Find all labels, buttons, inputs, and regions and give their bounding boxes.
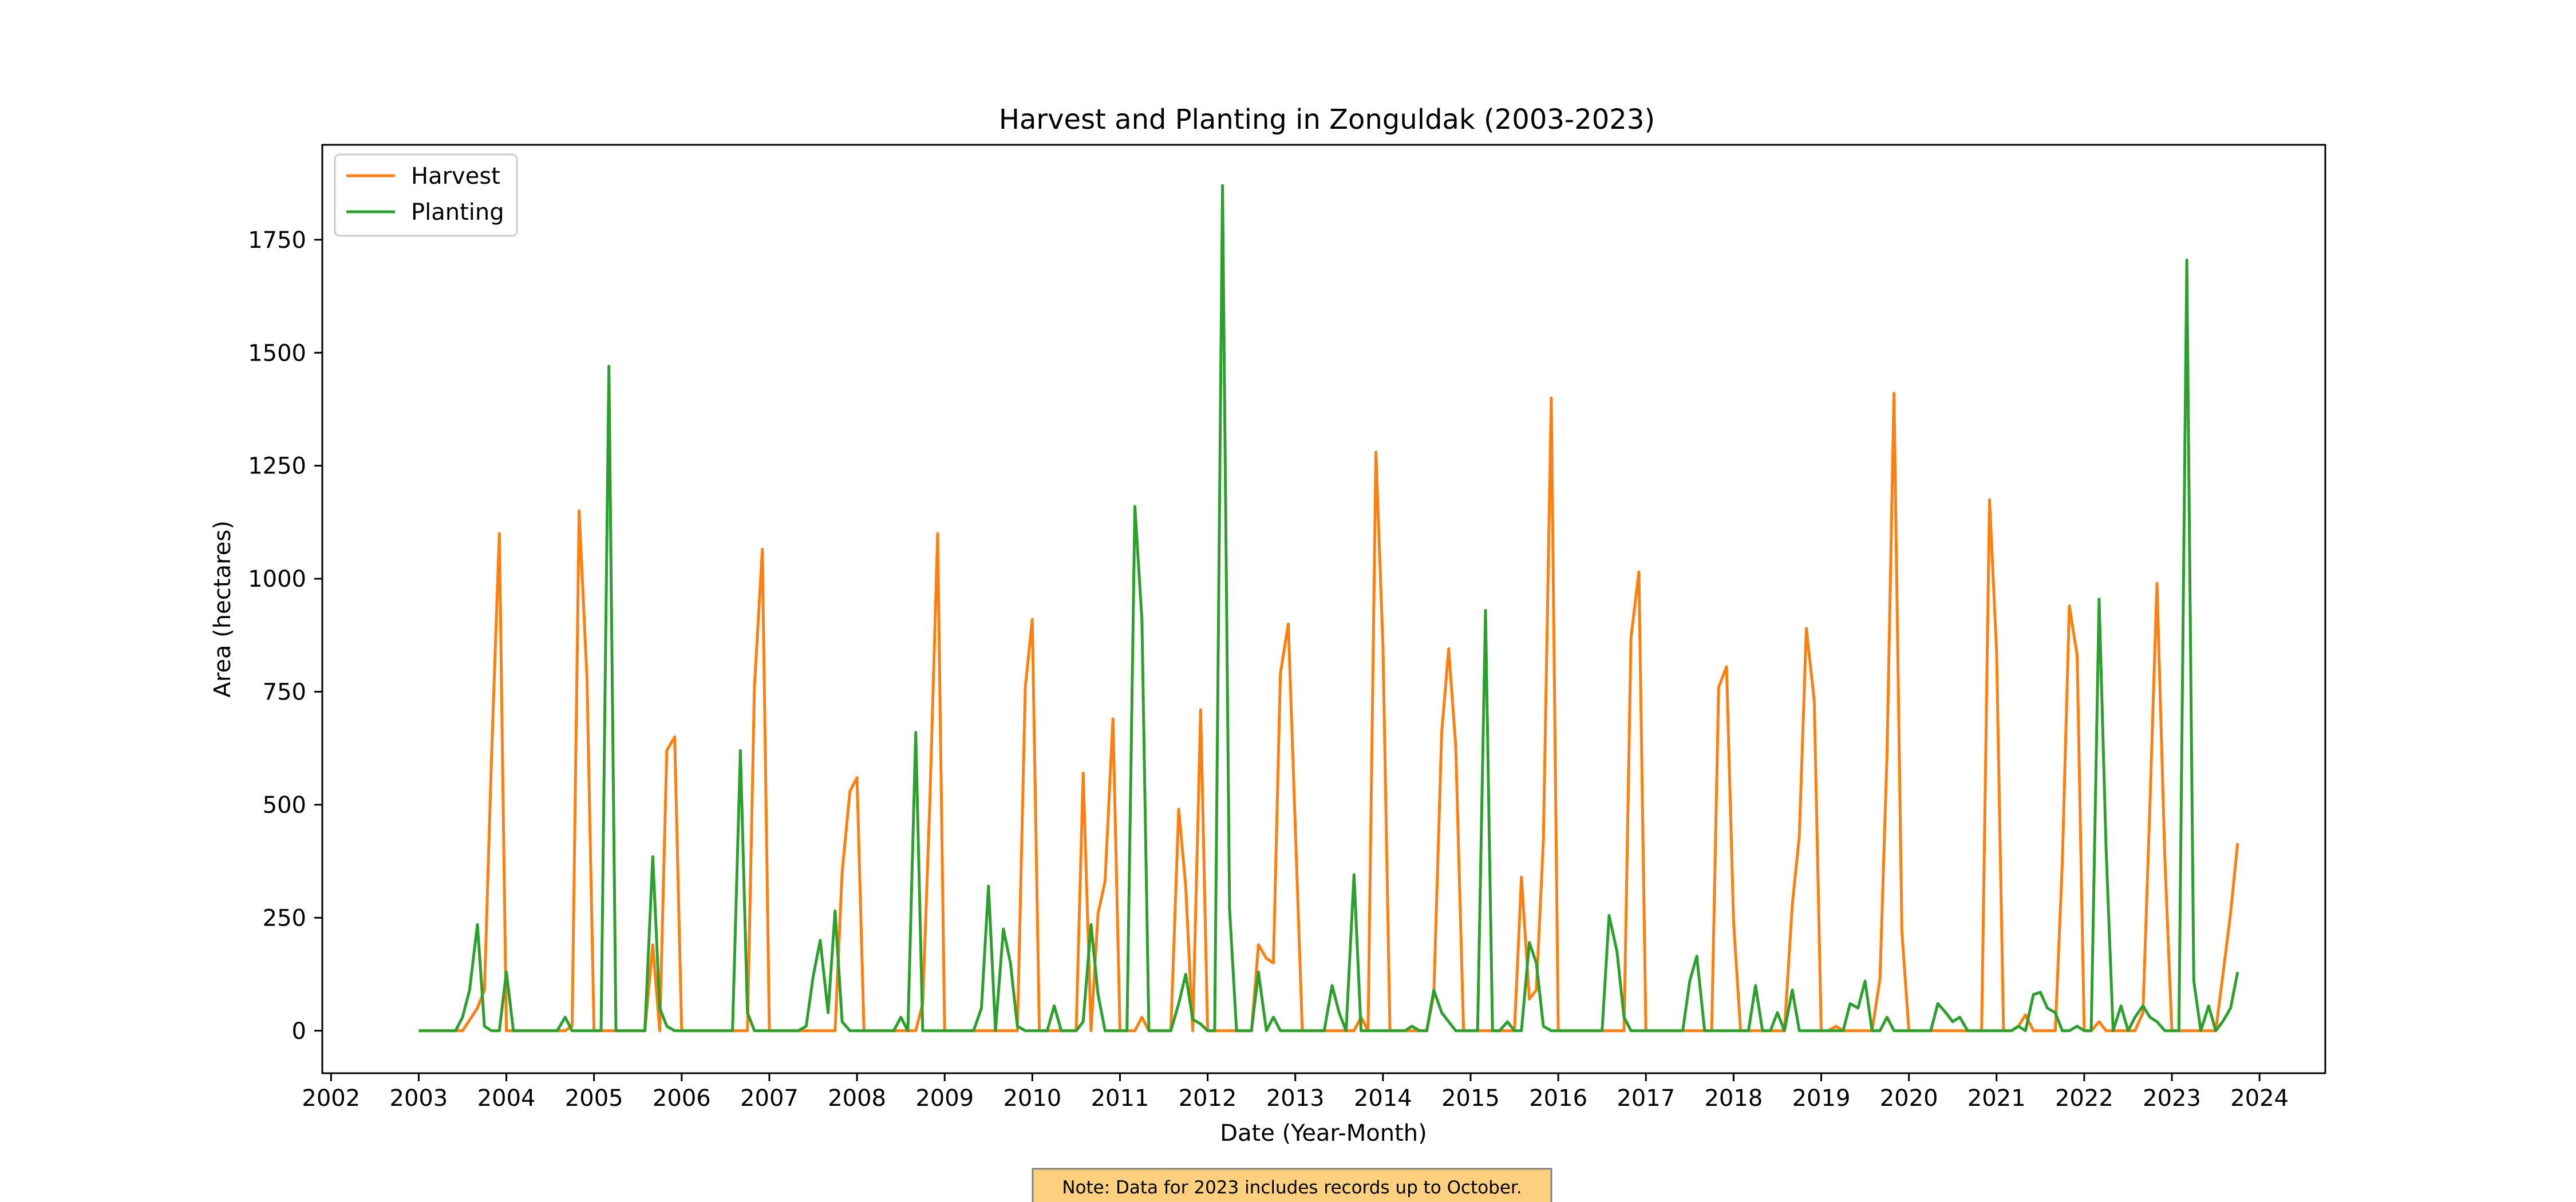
- x-axis-label: Date (Year-Month): [1220, 1120, 1427, 1146]
- x-tick-label: 2017: [1617, 1085, 1675, 1112]
- x-tick-label: 2005: [565, 1085, 623, 1112]
- x-tick-label: 2020: [1880, 1085, 1938, 1112]
- x-tick-label: 2006: [653, 1085, 711, 1112]
- plot-area: [321, 144, 2326, 1074]
- chart-title: Harvest and Planting in Zonguldak (2003-…: [999, 104, 1655, 136]
- x-tick-label: 2019: [1792, 1085, 1851, 1112]
- x-tick-label: 2003: [390, 1085, 448, 1112]
- note-background: [1032, 1168, 1552, 1202]
- note-text: Note: Data for 2023 includes records up …: [1062, 1177, 1522, 1198]
- legend-label-planting: Planting: [411, 199, 504, 226]
- y-tick-label: 0: [292, 1018, 306, 1045]
- y-tick-label: 1000: [248, 566, 306, 592]
- x-tick-label: 2023: [2143, 1085, 2201, 1112]
- series-line-planting: [418, 184, 2239, 1033]
- y-axis-label: Area (hectares): [210, 520, 236, 697]
- x-tick-label: 2014: [1354, 1085, 1412, 1112]
- x-tick-label: 2011: [1091, 1085, 1149, 1112]
- x-tick-label: 2013: [1266, 1085, 1325, 1112]
- x-tick-label: 2012: [1179, 1085, 1237, 1112]
- series-lines: [418, 184, 2239, 1033]
- x-tick-label: 2022: [2055, 1085, 2113, 1112]
- y-tick-label: 1500: [248, 340, 306, 366]
- y-tick-label: 1750: [248, 227, 306, 254]
- x-tick-label: 2024: [2230, 1085, 2289, 1112]
- y-axis: 0 250 500 750 1000 1250 1500 1750: [248, 227, 322, 1045]
- x-tick-label: 2004: [477, 1085, 536, 1112]
- x-tick-label: 2018: [1704, 1085, 1763, 1112]
- x-axis: 2002 2003 2004 2005 2006 2007 2008 2009 2010 2011…: [302, 1073, 2289, 1112]
- y-tick-label: 1250: [248, 453, 306, 480]
- x-tick-label: 2002: [302, 1085, 360, 1112]
- legend: Harvest Planting: [334, 153, 518, 237]
- x-tick-label: 2015: [1441, 1085, 1500, 1112]
- plot-frame: [321, 144, 2326, 1074]
- note-annotation: Note: Data for 2023 includes records up …: [1032, 1168, 1552, 1202]
- x-tick-label: 2008: [828, 1085, 886, 1112]
- y-tick-label: 250: [263, 905, 306, 931]
- x-tick-label: 2007: [740, 1085, 799, 1112]
- y-tick-label: 750: [263, 679, 306, 706]
- x-tick-label: 2010: [1003, 1085, 1061, 1112]
- x-tick-label: 2016: [1529, 1085, 1587, 1112]
- x-tick-label: 2009: [915, 1085, 974, 1112]
- legend-label-harvest: Harvest: [411, 163, 500, 189]
- x-tick-label: 2021: [1967, 1085, 2026, 1112]
- y-tick-label: 500: [263, 792, 306, 819]
